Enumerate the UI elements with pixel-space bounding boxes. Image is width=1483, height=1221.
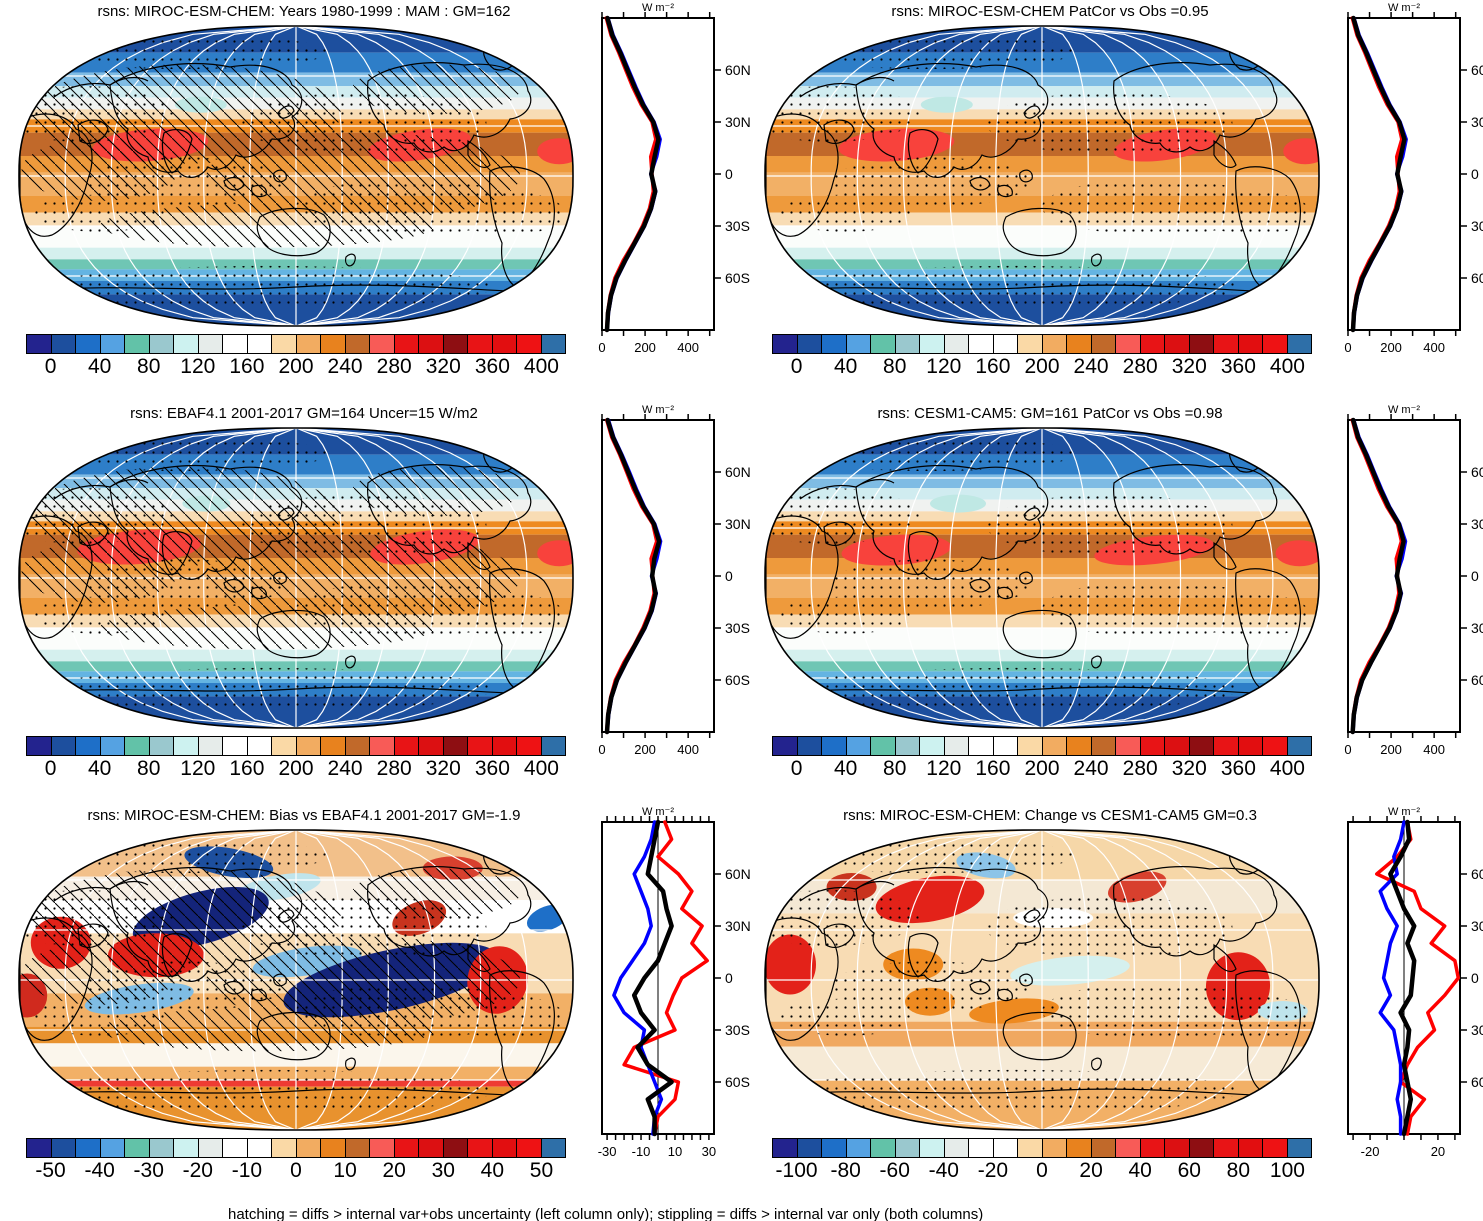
svg-text:30S: 30S <box>1471 218 1483 234</box>
svg-text:-10: -10 <box>632 1144 651 1159</box>
zonal-mean-plot-cesm1-cam5: W m⁻² 0 200 400 60N 30N 0 30S 60S <box>1338 402 1483 785</box>
colorbar-cesm1-cam5: 0 40 80 120 160 200 240 280 320 360 400 <box>772 736 1312 782</box>
svg-text:20: 20 <box>1431 1144 1445 1159</box>
map-miroc-change <box>762 825 1338 1135</box>
svg-text:60N: 60N <box>1471 866 1483 882</box>
svg-text:30: 30 <box>702 1144 716 1159</box>
svg-text:400: 400 <box>677 742 699 757</box>
svg-text:60N: 60N <box>725 464 751 480</box>
svg-text:30N: 30N <box>725 114 751 130</box>
svg-text:0: 0 <box>598 340 605 355</box>
svg-text:60S: 60S <box>725 270 750 286</box>
panel-miroc-patcor: rsns: MIROC-ESM-CHEM PatCor vs Obs =0.95… <box>748 0 1483 383</box>
svg-text:W m⁻²: W m⁻² <box>1388 806 1420 818</box>
svg-text:30N: 30N <box>725 918 751 934</box>
panel-cesm1-cam5: rsns: CESM1-CAM5: GM=161 PatCor vs Obs =… <box>748 402 1483 785</box>
svg-text:0: 0 <box>1344 340 1351 355</box>
panel-miroc-change: rsns: MIROC-ESM-CHEM: Change vs CESM1-CA… <box>748 804 1483 1187</box>
svg-text:30N: 30N <box>1471 516 1483 532</box>
zonal-mean-plot-miroc-bias: W m⁻² -30 -10 10 30 60N 30N 0 30S 60S <box>592 804 764 1187</box>
colorbar-miroc-change: -100 -80 -60 -40 -20 0 20 40 60 80 100 <box>772 1138 1312 1184</box>
svg-text:-20: -20 <box>1361 1144 1380 1159</box>
svg-text:30S: 30S <box>1471 620 1483 636</box>
svg-text:W m⁻²: W m⁻² <box>1388 2 1420 14</box>
svg-text:200: 200 <box>1380 742 1402 757</box>
svg-text:60S: 60S <box>1471 672 1483 688</box>
svg-text:200: 200 <box>1380 340 1402 355</box>
svg-text:400: 400 <box>1423 340 1445 355</box>
zonal-mean-plot-miroc-patcor: W m⁻² 0 200 400 60N 30N 0 30S 60S <box>1338 0 1483 383</box>
colorbar-miroc-patcor: 0 40 80 120 160 200 240 280 320 360 400 <box>772 334 1312 380</box>
figure-caption: hatching = diffs > internal var+obs unce… <box>0 1206 1483 1221</box>
panel-miroc-bias: rsns: MIROC-ESM-CHEM: Bias vs EBAF4.1 20… <box>0 804 751 1187</box>
panel-title: rsns: CESM1-CAM5: GM=161 PatCor vs Obs =… <box>877 405 1223 422</box>
svg-text:0: 0 <box>1471 568 1479 584</box>
panel-ebaf-obs: rsns: EBAF4.1 2001-2017 GM=164 Uncer=15 … <box>0 402 751 785</box>
colorbar-ebaf-obs: 0 40 80 120 160 200 240 280 320 360 400 <box>26 736 566 782</box>
svg-text:30N: 30N <box>1471 918 1483 934</box>
colorbar-miroc-mam: 0 40 80 120 160 200 240 280 320 360 400 <box>26 334 566 380</box>
svg-text:60S: 60S <box>1471 1074 1483 1090</box>
map-miroc-mam <box>16 21 592 331</box>
panel-title: rsns: MIROC-ESM-CHEM: Years 1980-1999 : … <box>97 3 511 20</box>
panel-miroc-mam-climatology: rsns: MIROC-ESM-CHEM: Years 1980-1999 : … <box>0 0 751 383</box>
svg-text:0: 0 <box>1471 970 1479 986</box>
svg-text:30N: 30N <box>1471 114 1483 130</box>
svg-text:0: 0 <box>725 568 733 584</box>
panel-title: rsns: MIROC-ESM-CHEM PatCor vs Obs =0.95 <box>891 3 1209 20</box>
svg-text:0: 0 <box>725 166 733 182</box>
svg-text:30N: 30N <box>725 516 751 532</box>
zonal-mean-plot-miroc-change: W m⁻² -20 20 60N 30N 0 30S 60S <box>1338 804 1483 1187</box>
svg-text:400: 400 <box>677 340 699 355</box>
svg-text:60N: 60N <box>1471 464 1483 480</box>
svg-text:0: 0 <box>725 970 733 986</box>
panel-title: rsns: EBAF4.1 2001-2017 GM=164 Uncer=15 … <box>130 405 478 422</box>
svg-text:60N: 60N <box>1471 62 1483 78</box>
svg-text:200: 200 <box>634 340 656 355</box>
map-miroc-patcor <box>762 21 1338 331</box>
svg-text:W m⁻²: W m⁻² <box>642 404 674 416</box>
svg-text:W m⁻²: W m⁻² <box>1388 404 1420 416</box>
svg-text:60S: 60S <box>1471 270 1483 286</box>
svg-text:10: 10 <box>668 1144 682 1159</box>
svg-text:W m⁻²: W m⁻² <box>642 2 674 14</box>
panel-title: rsns: MIROC-ESM-CHEM: Change vs CESM1-CA… <box>843 807 1257 824</box>
svg-text:0: 0 <box>1344 742 1351 757</box>
svg-text:200: 200 <box>634 742 656 757</box>
svg-text:-30: -30 <box>598 1144 617 1159</box>
caption-line-1: hatching = diffs > internal var+obs unce… <box>228 1206 984 1221</box>
colorbar-miroc-bias: -50 -40 -30 -20 -10 0 10 20 30 40 50 <box>26 1138 566 1184</box>
map-ebaf-obs <box>16 423 592 733</box>
svg-text:0: 0 <box>598 742 605 757</box>
svg-text:30S: 30S <box>725 1022 750 1038</box>
zonal-mean-plot-miroc-mam: W m⁻² 0 200 400 60N 30N 0 30S 60S <box>592 0 764 383</box>
svg-text:30S: 30S <box>725 620 750 636</box>
svg-text:400: 400 <box>1423 742 1445 757</box>
svg-text:30S: 30S <box>725 218 750 234</box>
zonal-mean-plot-ebaf-obs: W m⁻² 0 200 400 60N 30N 0 30S 60S <box>592 402 764 785</box>
map-miroc-bias <box>16 825 592 1135</box>
svg-text:60N: 60N <box>725 62 751 78</box>
map-cesm1-cam5 <box>762 423 1338 733</box>
svg-text:30S: 30S <box>1471 1022 1483 1038</box>
svg-text:60N: 60N <box>725 866 751 882</box>
svg-text:W m⁻²: W m⁻² <box>642 806 674 818</box>
panel-title: rsns: MIROC-ESM-CHEM: Bias vs EBAF4.1 20… <box>87 807 521 824</box>
svg-text:0: 0 <box>1471 166 1479 182</box>
svg-text:60S: 60S <box>725 1074 750 1090</box>
svg-text:60S: 60S <box>725 672 750 688</box>
